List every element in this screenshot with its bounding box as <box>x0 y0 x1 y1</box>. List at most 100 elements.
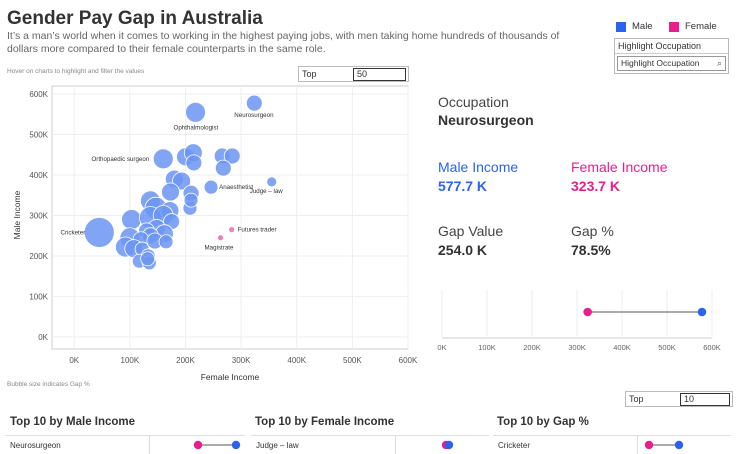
point-label: Neurosurgeon <box>234 112 274 119</box>
top10-gap-dumbbell <box>644 440 684 450</box>
top10-gap-row-label: Cricketer <box>498 441 531 450</box>
x-tick-label: 500K <box>343 356 362 365</box>
dumbbell-tick-label: 100K <box>478 343 496 352</box>
scatter-point[interactable] <box>266 176 278 188</box>
highlight-occupation-input[interactable]: Highlight Occupation ⌕ <box>617 56 726 71</box>
scatter-point[interactable] <box>223 147 241 165</box>
gap-value-label: Gap Value <box>438 223 504 239</box>
dumbbell-tick-label: 600K <box>703 343 721 352</box>
dumbbell-tick-label: 0K <box>437 343 446 352</box>
scatter-point-labels: Neurosurgeon Ophthalmologist Orthopaedic s… <box>61 112 284 252</box>
scatter-point[interactable] <box>245 94 263 112</box>
male-income-value: 577.7 K <box>438 178 488 194</box>
scatter-grid <box>51 85 409 350</box>
page-subtitle: It’s a man’s world when it comes to work… <box>7 30 560 55</box>
x-tick-label: 100K <box>121 356 140 365</box>
row-divider <box>149 436 150 454</box>
top10-female-dumbbell <box>441 440 454 450</box>
scatter-point[interactable] <box>83 217 115 248</box>
legend-female[interactable]: Female <box>669 21 717 32</box>
x-tick-label: 0K <box>69 356 79 365</box>
scatter-point[interactable] <box>214 159 232 177</box>
scatter-point[interactable] <box>185 101 206 123</box>
page-title: Gender Pay Gap in Australia <box>7 8 263 29</box>
point-label: Ophthalmologist <box>174 124 219 131</box>
scatter-point[interactable] <box>152 148 174 170</box>
scatter-point[interactable] <box>203 179 219 195</box>
top-10-label: Top <box>629 394 644 404</box>
point-label: Cricketer <box>61 229 86 236</box>
top-10-input[interactable]: 10 <box>680 392 730 406</box>
top10-male-dumbbell <box>193 440 241 450</box>
scatter-point[interactable] <box>121 209 142 230</box>
female-income-label: Female Income <box>571 159 668 175</box>
legend-male[interactable]: Male <box>616 21 653 32</box>
dumbbell-tick-label: 400K <box>613 343 631 352</box>
y-axis-label: Male Income <box>12 190 22 239</box>
dumbbell-tick-label: 300K <box>568 343 586 352</box>
female-income-value: 323.7 K <box>571 178 621 194</box>
top10-female-title: Top 10 by Female Income <box>255 416 395 428</box>
female-swatch <box>669 21 679 32</box>
point-label: Futures trader <box>238 227 277 234</box>
hover-hint: Hover on charts to highlight and filter … <box>7 68 145 75</box>
gap-pct-label: Gap % <box>571 223 614 239</box>
y-tick-label: 100K <box>29 292 48 301</box>
dumbbell-chart[interactable]: 0K 100K 200K 300K 400K 500K 600K <box>430 285 730 355</box>
legend-male-label: Male <box>632 21 653 32</box>
scatter-points[interactable] <box>83 94 278 271</box>
highlight-occupation-placeholder: Highlight Occupation <box>621 58 700 68</box>
legend-female-label: Female <box>685 21 717 32</box>
top10-female-row-label: Judge – law <box>256 441 299 450</box>
row-divider <box>395 436 396 454</box>
y-tick-label: 600K <box>29 90 48 99</box>
x-tick-label: 200K <box>176 356 195 365</box>
scatter-point[interactable] <box>183 192 199 208</box>
highlight-occupation-panel: Highlight Occupation Highlight Occupatio… <box>614 38 729 74</box>
point-label: Judge – law <box>250 188 284 195</box>
top-n-label: Top <box>302 69 317 79</box>
top-10-filter[interactable]: Top 10 <box>625 391 733 407</box>
x-tick-label: 600K <box>399 356 418 365</box>
scatter-point[interactable] <box>161 182 180 202</box>
top-n-input[interactable]: 50 <box>353 67 406 81</box>
gap-value-value: 254.0 K <box>438 242 488 258</box>
row-divider <box>637 436 638 454</box>
dumbbell-male-point[interactable] <box>697 307 707 317</box>
top10-male-title: Top 10 by Male Income <box>10 416 136 428</box>
scatter-point[interactable] <box>140 251 156 267</box>
dumbbell-female-point[interactable] <box>583 307 592 317</box>
x-axis-label: Female Income <box>201 372 260 382</box>
y-tick-label: 200K <box>29 252 48 261</box>
y-tick-label: 400K <box>29 171 48 180</box>
gap-pct-value: 78.5% <box>571 242 611 258</box>
top10-male-row-label: Neurosurgeon <box>10 441 61 450</box>
occupation-value: Neurosurgeon <box>438 112 534 128</box>
point-label: Anaesthetist <box>219 184 253 191</box>
scatter-point[interactable] <box>158 234 174 250</box>
y-tick-label: 0K <box>38 333 48 342</box>
bubble-size-note: Bubble size indicates Gap % <box>7 381 90 388</box>
occupation-label: Occupation <box>438 94 509 110</box>
top10-gap-row[interactable]: Cricketer <box>493 435 731 454</box>
highlight-occupation-title: Highlight Occupation <box>615 39 728 54</box>
top10-female-row[interactable]: Judge – law <box>251 435 489 454</box>
dumbbell-marks[interactable] <box>583 307 707 317</box>
x-tick-label: 300K <box>232 356 251 365</box>
scatter-axes: 0K 100K 200K 300K 400K 500K 600K 0K 100K 200K 300K… <box>29 90 418 365</box>
scatter-point[interactable] <box>185 154 203 172</box>
top10-male-row[interactable]: Neurosurgeon <box>5 435 245 454</box>
scatter-point[interactable] <box>228 226 236 234</box>
top-n-filter[interactable]: Top 50 <box>298 66 409 82</box>
point-label: Orthopaedic surgeon <box>91 156 149 163</box>
dumbbell-grid: 0K 100K 200K 300K 400K 500K 600K <box>437 290 721 352</box>
scatter-chart[interactable]: 0K 100K 200K 300K 400K 500K 600K 0K 100K 200K 300K… <box>0 80 420 390</box>
scatter-point[interactable] <box>217 234 224 242</box>
y-tick-label: 500K <box>29 131 48 140</box>
male-swatch <box>616 21 626 32</box>
plot-area <box>51 85 409 350</box>
x-tick-label: 400K <box>287 356 306 365</box>
search-icon[interactable]: ⌕ <box>716 58 722 68</box>
point-label: Magistrate <box>205 245 234 252</box>
male-income-label: Male Income <box>438 159 519 175</box>
